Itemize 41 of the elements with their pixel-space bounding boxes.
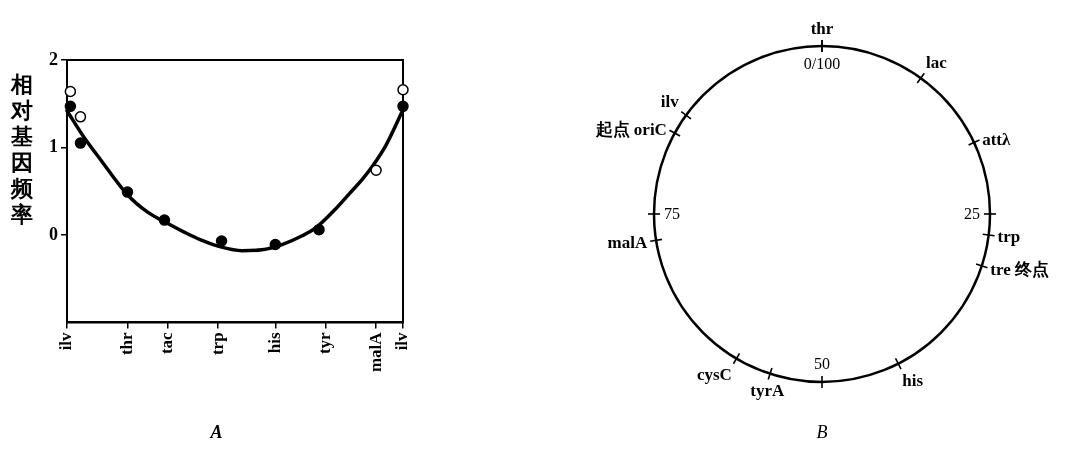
text: ilv: [660, 91, 679, 111]
y-tick-label: 0: [49, 223, 58, 244]
text: 75: [664, 205, 680, 222]
x-tick-label: malA: [365, 331, 385, 373]
point: [397, 100, 409, 113]
text: malA: [607, 232, 648, 252]
text: thr: [810, 19, 834, 38]
point: [313, 223, 325, 236]
x-tick-label: tyr: [315, 331, 335, 355]
text: trp: [997, 226, 1021, 246]
point: [215, 235, 228, 247]
point: [158, 214, 171, 226]
y-tick-label: 1: [49, 136, 58, 157]
x-tick-label: ilv: [56, 331, 76, 351]
text: 起点 oriC: [595, 119, 667, 139]
x-tick-label: tac: [157, 331, 177, 355]
x-tick-label: trp: [207, 332, 227, 356]
point: [74, 137, 87, 149]
point: [370, 164, 382, 176]
text: 50: [814, 355, 830, 372]
text: A: [209, 421, 223, 442]
x-tick-label: his: [264, 332, 284, 354]
point: [397, 83, 409, 96]
text: 25: [964, 205, 980, 222]
text: cysC: [696, 365, 732, 385]
x-tick-label: ilv: [392, 331, 412, 351]
text: B: [816, 422, 828, 442]
point: [269, 238, 282, 251]
y-tick-label: 2: [49, 48, 58, 69]
point: [64, 85, 77, 98]
text: 0/100: [803, 55, 841, 72]
text: attλ: [982, 129, 1011, 149]
point: [74, 111, 87, 123]
x-tick-label: thr: [116, 331, 136, 356]
y-axis-title: 相对基因频率: [10, 72, 34, 228]
text: lac: [926, 52, 947, 72]
point: [64, 100, 77, 113]
text: his: [902, 370, 924, 390]
point: [121, 186, 134, 198]
text: tyrA: [750, 381, 785, 401]
text: tre 终点: [990, 259, 1050, 279]
